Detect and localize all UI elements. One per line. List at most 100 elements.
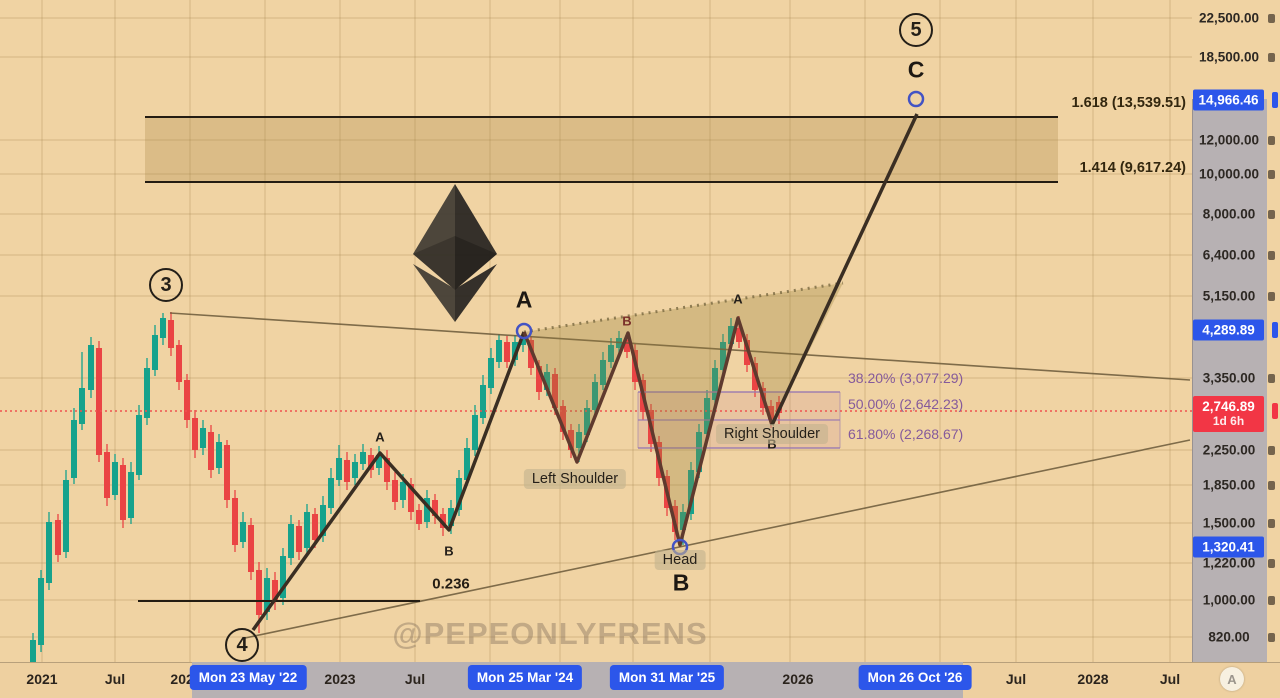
scale-mark: [1268, 136, 1275, 145]
fib-level-label: 0.236: [432, 575, 470, 593]
ethereum-logo-icon: [413, 184, 455, 290]
pattern-point-label: B: [444, 543, 454, 559]
candle-body: [79, 388, 85, 424]
candle-body: [272, 580, 278, 602]
candle-body: [128, 472, 134, 518]
pattern-point-label: A: [375, 429, 385, 445]
candle-body: [720, 342, 726, 370]
candle-body: [496, 340, 502, 362]
candle-body: [288, 524, 294, 558]
candle-body: [624, 340, 630, 352]
candle-body: [112, 462, 118, 495]
scale-mark: [1268, 633, 1275, 642]
price-tick-label: 22,500.00: [1198, 10, 1260, 26]
candle-body: [552, 374, 558, 408]
scale-mark: [1268, 251, 1275, 260]
candle-body: [184, 380, 190, 420]
fib-retracement-label: 61.80% (2,268.67): [848, 426, 964, 442]
candle-body: [312, 514, 318, 540]
candle-body: [576, 432, 582, 448]
trendline: [244, 439, 1191, 639]
candle-body: [368, 455, 374, 470]
candle-body: [456, 478, 462, 510]
wave-letter-label: A: [515, 286, 533, 313]
candle-body: [296, 526, 302, 552]
candle-body: [560, 406, 566, 432]
pattern-point-label: A: [733, 291, 743, 307]
candle-body: [400, 482, 406, 500]
candle-body: [224, 445, 230, 500]
price-tick-label: 3,350.00: [1202, 370, 1256, 386]
candle-body: [736, 328, 742, 342]
wave-letter-label: C: [907, 56, 925, 83]
price-tick-label: 1,000.00: [1202, 592, 1256, 608]
price-tick-label: 8,000.00: [1202, 206, 1256, 222]
scale-mark: [1268, 292, 1275, 301]
candle-body: [568, 430, 574, 450]
scale-mark: [1268, 374, 1275, 383]
candle-body: [608, 345, 614, 362]
candle-body: [344, 460, 350, 482]
pattern-fill: [524, 283, 843, 545]
scale-mark: [1268, 53, 1275, 62]
fib-retracement-label: 50.00% (2,642.23): [848, 396, 964, 412]
time-tick-label: Jul: [104, 671, 126, 687]
pattern-dotted-edge: [523, 281, 844, 334]
candle-body: [536, 366, 542, 392]
candle-body: [728, 326, 734, 344]
candle-body: [712, 368, 718, 400]
candle-body: [352, 462, 358, 478]
pattern-name-label: Right Shoulder: [716, 424, 828, 444]
scale-mark: [1268, 170, 1275, 179]
time-tick-label: 2023: [324, 671, 356, 687]
drawing-handle: [907, 90, 925, 108]
candle-body: [240, 522, 246, 542]
price-tick-label: 12,000.00: [1198, 132, 1260, 148]
candle-body: [192, 418, 198, 450]
scale-mark: [1268, 596, 1275, 605]
scale-mark: [1268, 210, 1275, 219]
drawing-price-badge: 4,289.89: [1193, 319, 1264, 341]
candle-body: [136, 415, 142, 475]
candle-body: [200, 428, 206, 448]
candle-body: [592, 382, 598, 410]
scale-mark-blue: [1272, 92, 1278, 108]
candle-body: [392, 480, 398, 502]
drawing-price-badge: 1,320.41: [1193, 536, 1264, 558]
candle-body: [96, 348, 102, 455]
drawing-handle: [515, 322, 533, 340]
pattern-point-label: B: [767, 436, 777, 452]
candle-body: [152, 335, 158, 370]
candle-body: [256, 570, 262, 615]
pattern-name-label: Left Shoulder: [523, 469, 627, 489]
auto-scale-button[interactable]: A: [1220, 667, 1244, 691]
scale-mark: [1268, 14, 1275, 23]
candle-body: [432, 500, 438, 516]
target-projection-line: [770, 113, 919, 426]
drawing-date-badge: Mon 25 Mar '24: [467, 665, 583, 690]
price-axis[interactable]: [1192, 99, 1267, 662]
scale-mark-red: [1272, 403, 1278, 419]
candle-body: [488, 358, 494, 388]
extension-target-band: [145, 117, 1058, 182]
time-tick-label: 2028: [1077, 671, 1109, 687]
candle-body: [160, 318, 166, 338]
scale-mark-blue: [1272, 322, 1278, 338]
time-tick-label: 2026: [782, 671, 814, 687]
wave-number-label: 5: [899, 13, 933, 47]
time-tick-label: Jul: [1159, 671, 1181, 687]
candle-body: [232, 498, 238, 545]
wave-letter-label: B: [672, 569, 690, 596]
candle-body: [688, 470, 694, 514]
head-and-shoulders-line: [522, 316, 774, 547]
candle-body: [104, 452, 110, 498]
candle-body: [448, 508, 454, 526]
candle-body: [320, 505, 326, 536]
drawing-date-badge: Mon 31 Mar '25: [609, 665, 725, 690]
price-tick-label: 18,500.00: [1198, 49, 1260, 65]
price-tick-label: 1,220.00: [1202, 555, 1256, 571]
candle-body: [46, 522, 52, 583]
ethereum-logo-icon: [413, 236, 497, 290]
candle-body: [464, 448, 470, 480]
candle-body: [304, 512, 310, 548]
